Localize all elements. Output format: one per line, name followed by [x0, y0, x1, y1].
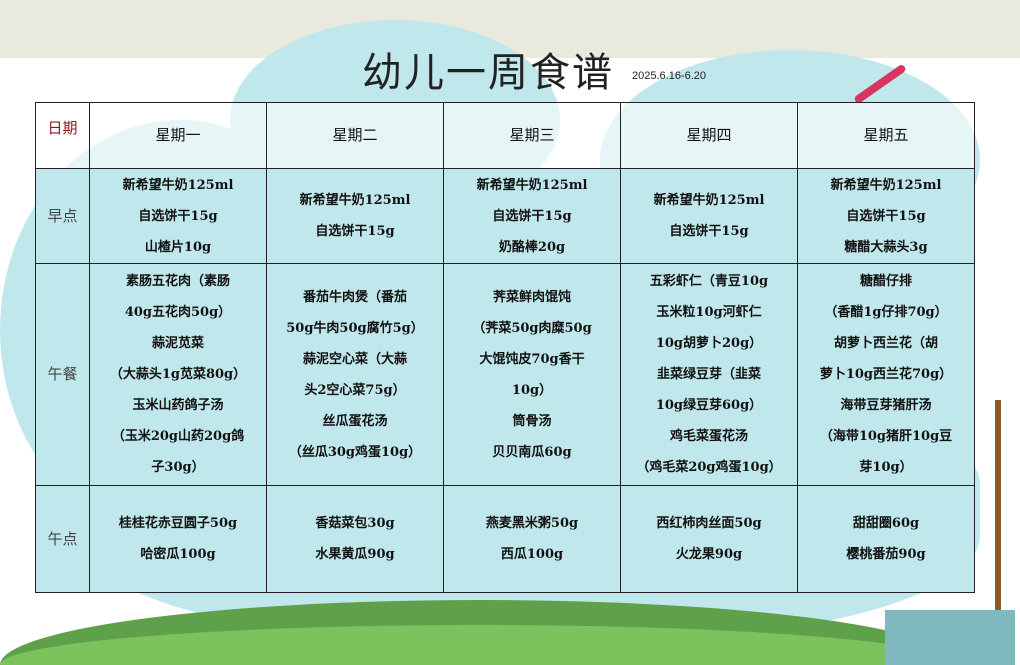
menu-item: 50g牛肉50g腐竹5g）: [286, 320, 424, 336]
menu-item: （大蒜头1g苋菜80g）: [109, 367, 247, 382]
menu-item: 大馄饨皮70g香干: [479, 351, 585, 367]
menu-item: 韭菜绿豆芽（韭菜: [656, 367, 761, 382]
menu-item: 新希望牛奶125ml: [122, 177, 234, 193]
menu-item: 山楂片10g: [144, 239, 212, 255]
day-header: 星期三: [443, 102, 621, 169]
menu-item: 新希望牛奶125ml: [476, 177, 588, 193]
menu-item: 桂桂花赤豆圆子50g: [118, 516, 238, 531]
menu-item: 荠菜鲜肉馄饨: [492, 289, 571, 305]
day-header: 星期五: [797, 102, 975, 169]
menu-item: 樱桃番茄90g: [846, 547, 926, 562]
menu-cell: 西红柿肉丝面50g 火龙果90g: [620, 485, 798, 593]
menu-item: 新希望牛奶125ml: [830, 177, 942, 193]
meal-label: 午餐: [35, 263, 90, 486]
menu-item: 玉米粒10g河虾仁: [656, 305, 762, 320]
menu-cell: 五彩虾仁（青豆10g 玉米粒10g河虾仁 10g胡萝卜20g） 韭菜绿豆芽（韭菜 10g…: [620, 263, 798, 486]
menu-item: 自选饼干15g: [315, 224, 395, 239]
menu-item: 10g绿豆芽60g）: [655, 398, 763, 413]
menu-item: 萝卜10g西兰花70g）: [819, 367, 953, 382]
menu-item: 自选饼干15g: [138, 208, 218, 224]
menu-item: 蒜泥苋菜: [151, 336, 204, 351]
page-title: 幼儿一周食谱: [362, 50, 614, 96]
menu-item: 素肠五花肉（素肠: [125, 274, 230, 289]
menu-item: 鸡毛菜蛋花汤: [669, 429, 748, 444]
table-row: 午点 桂桂花赤豆圆子50g 哈密瓜100g 香菇菜包30g 水果黄瓜90g 燕麦黑米粥50…: [35, 485, 975, 593]
day-header: 星期四: [620, 102, 798, 169]
menu-cell: 桂桂花赤豆圆子50g 哈密瓜100g: [89, 485, 267, 593]
menu-item: 10g）: [511, 382, 553, 398]
menu-item: 番茄牛肉煲（番茄: [302, 289, 407, 305]
menu-item: 新希望牛奶125ml: [653, 193, 765, 208]
menu-item: 西红柿肉丝面50g: [656, 516, 762, 531]
table-row: 午餐 素肠五花肉（素肠 40g五花肉50g） 蒜泥苋菜 （大蒜头1g苋菜80g） 玉米山药…: [35, 263, 975, 486]
date-header: 日期: [35, 102, 90, 169]
menu-cell: 新希望牛奶125ml 自选饼干15g: [266, 168, 444, 264]
menu-item: 10g胡萝卜20g）: [655, 336, 763, 351]
menu-item: （海带10g猪肝10g豆: [819, 429, 953, 444]
day-header: 星期一: [89, 102, 267, 169]
menu-cell: 新希望牛奶125ml 自选饼干15g 糖醋大蒜头3g: [797, 168, 975, 264]
menu-item: 香菇菜包30g: [315, 516, 395, 531]
menu-item: 自选饼干15g: [492, 208, 572, 224]
date-range: 2025.6.16-6.20: [632, 70, 707, 82]
menu-item: 自选饼干15g: [669, 224, 749, 239]
menu-item: 筒骨汤: [512, 413, 552, 429]
menu-item: （丝瓜30g鸡蛋10g）: [288, 444, 422, 460]
house-decoration: [885, 610, 1015, 665]
menu-cell: 糖醋仔排 （香醋1g仔排70g） 胡萝卜西兰花（胡 萝卜10g西兰花70g） 海带豆芽猪…: [797, 263, 975, 486]
menu-cell: 香菇菜包30g 水果黄瓜90g: [266, 485, 444, 593]
table-row: 早点 新希望牛奶125ml 自选饼干15g 山楂片10g 新希望牛奶125ml 自选饼干1…: [35, 168, 975, 264]
menu-item: （香醋1g仔排70g）: [824, 305, 948, 320]
menu-item: 糖醋大蒜头3g: [844, 239, 928, 255]
menu-item: 糖醋仔排: [859, 274, 912, 289]
menu-item: 子30g）: [151, 460, 205, 475]
menu-item: 头2空心菜75g）: [304, 382, 406, 398]
menu-item: 蒜泥空心菜（大蒜: [302, 351, 407, 367]
menu-item: 五彩虾仁（青豆10g: [649, 274, 769, 289]
menu-item: 西瓜100g: [500, 547, 564, 562]
menu-item: 芽10g）: [859, 460, 913, 475]
menu-item: 甜甜圈60g: [852, 516, 920, 531]
meal-label: 早点: [35, 168, 90, 264]
menu-item: 丝瓜蛋花汤: [322, 413, 388, 429]
menu-item: 火龙果90g: [675, 547, 743, 562]
menu-cell: 素肠五花肉（素肠 40g五花肉50g） 蒜泥苋菜 （大蒜头1g苋菜80g） 玉米山药鸽子…: [89, 263, 267, 486]
menu-item: 玉米山药鸽子汤: [132, 398, 224, 413]
tree-decoration: [995, 400, 1001, 610]
menu-cell: 新希望牛奶125ml 自选饼干15g 山楂片10g: [89, 168, 267, 264]
menu-item: （玉米20g山药20g鸽: [111, 429, 245, 444]
menu-item: 自选饼干15g: [846, 208, 926, 224]
menu-item: 新希望牛奶125ml: [299, 193, 411, 208]
menu-item: 燕麦黑米粥50g: [485, 516, 579, 531]
menu-item: 胡萝卜西兰花（胡: [833, 336, 938, 351]
menu-item: 40g五花肉50g）: [124, 305, 232, 320]
menu-item: 哈密瓜100g: [140, 547, 216, 562]
day-header: 星期二: [266, 102, 444, 169]
meal-label: 午点: [35, 485, 90, 593]
menu-item: （鸡毛菜20g鸡蛋10g）: [636, 460, 782, 475]
menu-cell: 番茄牛肉煲（番茄 50g牛肉50g腐竹5g） 蒜泥空心菜（大蒜 头2空心菜75g） 丝瓜…: [266, 263, 444, 486]
menu-cell: 甜甜圈60g 樱桃番茄90g: [797, 485, 975, 593]
menu-item: 水果黄瓜90g: [315, 547, 395, 562]
menu-cell: 荠菜鲜肉馄饨 （荠菜50g肉糜50g 大馄饨皮70g香干 10g） 筒骨汤贝贝南瓜60g: [443, 263, 621, 486]
menu-table: 日期 星期一 星期二 星期三 星期四 星期五早点 新希望牛奶125ml 自选饼干15g 山楂片1…: [35, 102, 975, 593]
menu-cell: 新希望牛奶125ml 自选饼干15g 奶酪棒20g: [443, 168, 621, 264]
menu-cell: 新希望牛奶125ml 自选饼干15g: [620, 168, 798, 264]
menu-item: 奶酪棒20g: [498, 239, 566, 255]
menu-item: （荠菜50g肉糜50g: [472, 320, 592, 336]
menu-item: 海带豆芽猪肝汤: [840, 398, 932, 413]
menu-item: 贝贝南瓜60g: [492, 444, 572, 460]
menu-cell: 燕麦黑米粥50g 西瓜100g: [443, 485, 621, 593]
